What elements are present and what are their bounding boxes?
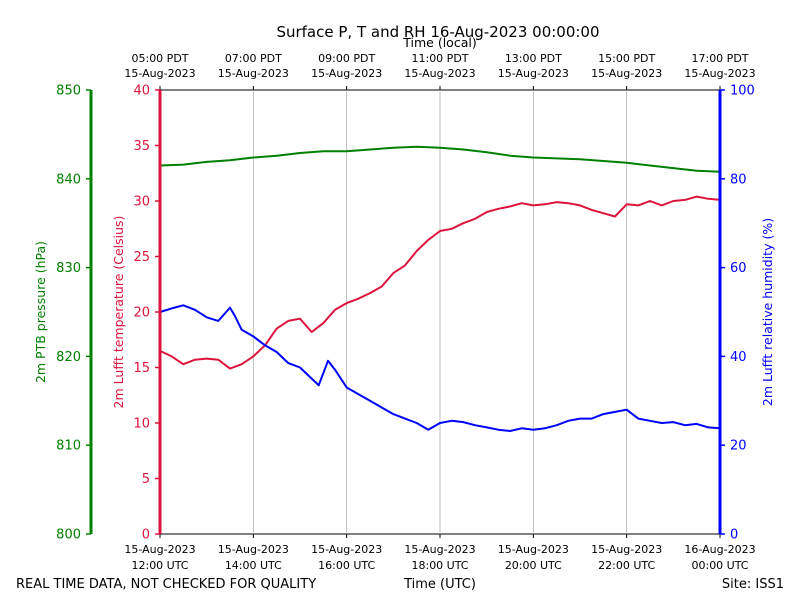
chart-title: Surface P, T and RH 16-Aug-2023 00:00:00 xyxy=(276,23,599,41)
humidity-tick-label: 0 xyxy=(730,528,738,543)
top-tick-label-time: 17:00 PDT xyxy=(691,52,748,65)
top-tick-label-time: 05:00 PDT xyxy=(131,52,188,65)
x-tick-label-date: 15-Aug-2023 xyxy=(311,543,382,556)
top-axis-label: Time (local) xyxy=(402,35,476,50)
temperature-tick-label: 5 xyxy=(142,472,150,487)
pressure-axis-label: 2m PTB pressure (hPa) xyxy=(33,241,48,383)
pressure-tick-label: 850 xyxy=(56,84,81,99)
top-tick-label-date: 15-Aug-2023 xyxy=(591,67,662,80)
humidity-tick-label: 20 xyxy=(730,439,747,454)
temperature-tick-label: 35 xyxy=(133,139,150,154)
pressure-tick-label: 800 xyxy=(56,528,81,543)
top-tick-label-time: 07:00 PDT xyxy=(225,52,282,65)
x-tick-label-time: 22:00 UTC xyxy=(598,559,655,572)
humidity-tick-label: 100 xyxy=(730,84,755,99)
humidity-tick-label: 80 xyxy=(730,172,747,187)
temperature-axis-label: 2m Lufft temperature (Celsius) xyxy=(111,216,126,409)
top-tick-label-date: 15-Aug-2023 xyxy=(124,67,195,80)
x-tick-label-time: 20:00 UTC xyxy=(505,559,562,572)
x-tick-label-time: 14:00 UTC xyxy=(225,559,282,572)
x-tick-label-time: 18:00 UTC xyxy=(411,559,468,572)
x-tick-label-date: 15-Aug-2023 xyxy=(218,543,289,556)
temperature-tick-label: 15 xyxy=(133,361,150,376)
top-tick-label-date: 15-Aug-2023 xyxy=(404,67,475,80)
temperature-tick-label: 25 xyxy=(133,250,150,265)
humidity-series-line xyxy=(159,304,721,432)
top-tick-label-date: 15-Aug-2023 xyxy=(311,67,382,80)
top-tick-label-time: 09:00 PDT xyxy=(318,52,375,65)
x-tick-label-time: 00:00 UTC xyxy=(691,559,748,572)
pressure-tick-label: 810 xyxy=(56,439,81,454)
site-label: Site: ISS1 xyxy=(722,577,784,592)
top-tick-label-date: 15-Aug-2023 xyxy=(684,67,755,80)
top-tick-label-time: 15:00 PDT xyxy=(598,52,655,65)
temperature-tick-label: 20 xyxy=(133,306,150,321)
x-axis-label: Time (UTC) xyxy=(403,577,476,592)
series-group xyxy=(159,145,721,432)
humidity-tick-label: 60 xyxy=(730,261,747,276)
temperature-tick-label: 30 xyxy=(133,195,150,210)
humidity-tick-label: 40 xyxy=(730,350,747,365)
pressure-tick-label: 820 xyxy=(56,350,81,365)
top-tick-label-time: 13:00 PDT xyxy=(505,52,562,65)
quality-note: REAL TIME DATA, NOT CHECKED FOR QUALITY xyxy=(16,577,316,592)
top-tick-label-time: 11:00 PDT xyxy=(411,52,468,65)
x-tick-label-date: 16-Aug-2023 xyxy=(684,543,755,556)
x-tick-label-date: 15-Aug-2023 xyxy=(498,543,569,556)
x-tick-label-date: 15-Aug-2023 xyxy=(124,543,195,556)
pressure-tick-label: 830 xyxy=(56,261,81,276)
x-tick-label-time: 12:00 UTC xyxy=(131,559,188,572)
humidity-axis-label: 2m Lufft relative humidity (%) xyxy=(760,218,775,406)
pressure-tick-label: 840 xyxy=(56,172,81,187)
top-tick-label-date: 15-Aug-2023 xyxy=(218,67,289,80)
x-tick-label-time: 16:00 UTC xyxy=(318,559,375,572)
axes-group: 15-Aug-2023 12:00 UTC 05:00 PDT 15-Aug-2023… xyxy=(56,52,755,572)
x-tick-label-date: 15-Aug-2023 xyxy=(404,543,475,556)
temperature-tick-label: 10 xyxy=(133,417,150,432)
temperature-tick-label: 40 xyxy=(133,84,150,99)
gridlines xyxy=(252,90,628,534)
temperature-series-line xyxy=(159,195,721,370)
x-tick-label-date: 15-Aug-2023 xyxy=(591,543,662,556)
pressure-series-line xyxy=(159,145,721,173)
temperature-tick-label: 0 xyxy=(142,528,150,543)
top-tick-label-date: 15-Aug-2023 xyxy=(498,67,569,80)
